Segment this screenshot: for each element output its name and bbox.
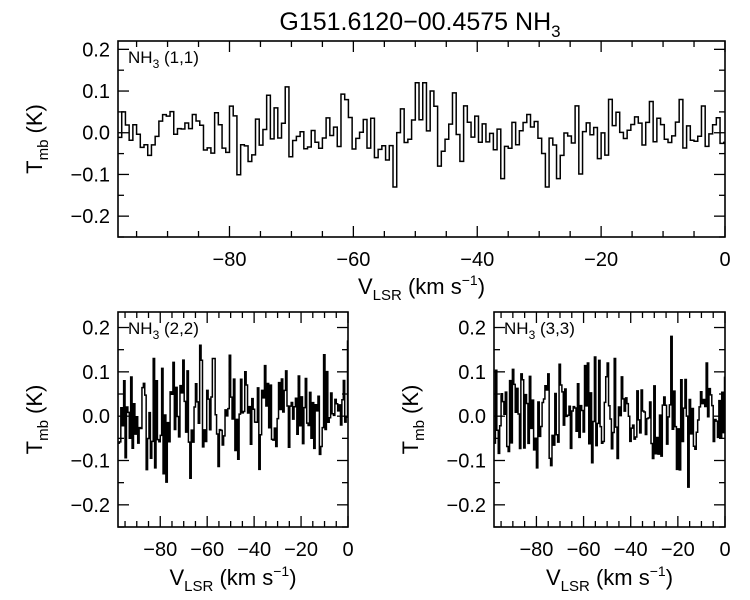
y-tick-label: 0.2 [82, 39, 110, 61]
spectrum-trace [118, 81, 725, 188]
plot-frame [117, 40, 726, 238]
y-axis-label: Tmb (K) [22, 385, 52, 455]
x-tick-label: −40 [460, 249, 494, 271]
y-tick-label: −0.2 [71, 206, 110, 228]
x-tick-label: −80 [519, 539, 553, 561]
y-tick-label: 0.1 [458, 362, 486, 384]
y-tick-label: 0.2 [458, 318, 486, 340]
x-tick-label: −60 [190, 539, 224, 561]
x-tick-label: −80 [143, 539, 177, 561]
spectrum-trace [494, 335, 726, 488]
x-tick-label: 0 [719, 539, 730, 561]
y-tick-label: 0.1 [82, 362, 110, 384]
x-tick-label: −20 [284, 539, 318, 561]
spectrum-panel-1: −80 −60 −40 −20 0 0.2 0.1 0.0 −0.1 −0.2 NH3 (1,1) V… [22, 39, 731, 304]
y-tick-label: −0.2 [447, 495, 486, 517]
plot-frame [117, 311, 349, 528]
y-tick-label: 0.2 [82, 318, 110, 340]
x-tick-label: −40 [237, 539, 271, 561]
y-axis-label: Tmb (K) [22, 104, 52, 174]
x-tick-label: −40 [614, 539, 648, 561]
x-tick-label: −20 [661, 539, 695, 561]
x-axis-label: VLSR (km s−1) [546, 563, 673, 595]
x-tick-label: −80 [213, 249, 247, 271]
x-tick-label: −20 [584, 249, 618, 271]
spectrum-panel-2: −80 −60 −40 −20 0 0.2 0.1 0.0 −0.1 −0.2 NH3 (2,2) V… [22, 311, 354, 595]
y-tick-label: 0.1 [82, 81, 110, 103]
plot-frame [493, 311, 726, 528]
x-axis-label: VLSR (km s−1) [358, 272, 485, 304]
x-tick-label: −60 [567, 539, 601, 561]
y-tick-label: −0.1 [71, 164, 110, 186]
x-tick-label: 0 [719, 249, 730, 271]
x-tick-label: −60 [336, 249, 370, 271]
x-tick-label: 0 [342, 539, 353, 561]
y-tick-label: −0.2 [71, 495, 110, 517]
spectrum-trace [118, 340, 349, 483]
panel-label: NH3 (3,3) [504, 319, 575, 342]
panel-label: NH3 (1,1) [128, 48, 199, 71]
y-axis-label: Tmb (K) [398, 385, 428, 455]
figure-title: G151.6120−00.4575 NH3 [279, 8, 560, 41]
panel-label: NH3 (2,2) [128, 319, 199, 342]
y-tick-label: 0.0 [82, 123, 110, 145]
y-tick-label: −0.1 [71, 451, 110, 473]
y-tick-label: 0.0 [82, 406, 110, 428]
spectrum-panel-3: −80 −60 −40 −20 0 0.2 0.1 0.0 −0.1 −0.2 NH3 (3,3) V… [398, 311, 731, 595]
y-tick-label: −0.1 [447, 451, 486, 473]
y-tick-label: 0.0 [458, 406, 486, 428]
x-axis-label: VLSR (km s−1) [169, 563, 296, 595]
